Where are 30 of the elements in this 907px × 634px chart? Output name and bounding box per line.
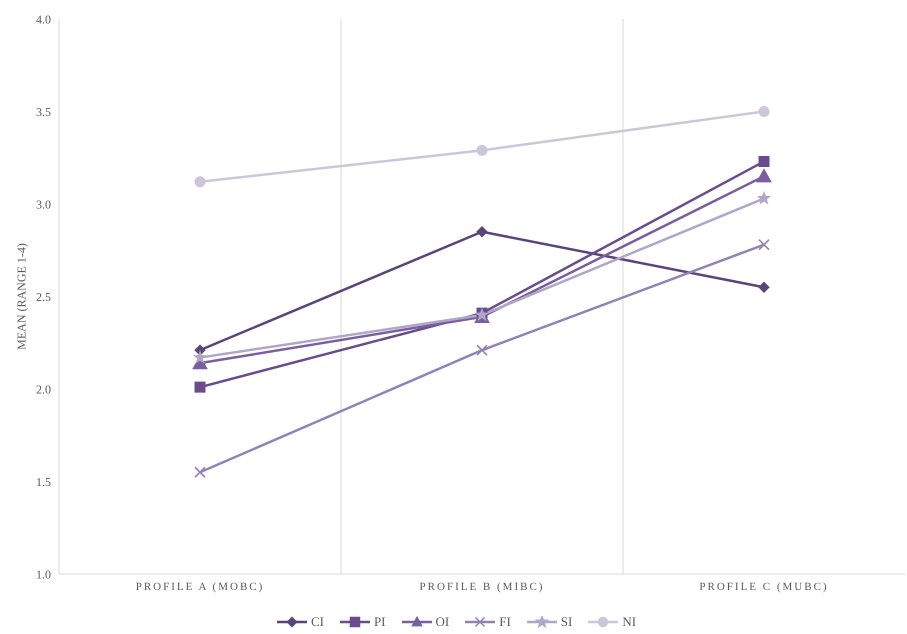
x-tick-label: PROFILE A (MOBC)	[136, 580, 264, 593]
x-tick-label: PROFILE C (MUBC)	[699, 580, 829, 593]
point	[756, 168, 772, 182]
legend-label: NI	[621, 614, 636, 630]
legend-label: OI	[434, 614, 450, 630]
point	[758, 238, 770, 250]
y-tick-label: 2.5	[36, 290, 51, 304]
legend-label: PI	[372, 614, 386, 630]
point	[758, 156, 770, 167]
legend-label: SI	[560, 614, 572, 630]
point	[476, 144, 488, 156]
point	[758, 106, 770, 117]
y-tick-label: 3.0	[36, 197, 51, 212]
y-tick-label: 3.5	[36, 104, 51, 119]
x-tick-label: PROFILE B (MIBC)	[420, 580, 544, 593]
point	[758, 192, 770, 204]
point	[194, 351, 206, 363]
point	[476, 226, 488, 238]
point	[194, 176, 206, 188]
point	[194, 466, 206, 478]
y-axis-title: MEAN (RANGE 1-4)	[14, 243, 28, 350]
point	[194, 382, 206, 393]
point	[758, 282, 770, 293]
point	[476, 344, 488, 356]
y-tick-label: 1.0	[36, 567, 51, 582]
y-tick-label: 4.0	[36, 12, 51, 26]
y-tick-label: 2.0	[36, 382, 51, 396]
y-tick-label: 1.5	[36, 474, 51, 489]
legend-label: FI	[498, 614, 511, 630]
legend-label: CI	[310, 614, 324, 630]
